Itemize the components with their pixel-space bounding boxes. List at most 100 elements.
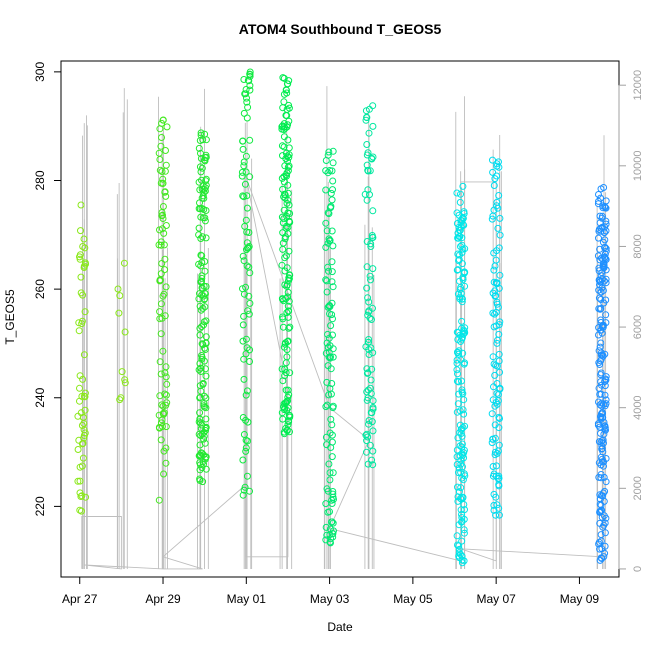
data-point bbox=[459, 182, 467, 190]
data-point bbox=[196, 409, 204, 417]
data-point bbox=[162, 444, 170, 452]
data-point bbox=[600, 264, 608, 272]
data-point bbox=[365, 420, 373, 428]
data-point bbox=[243, 472, 251, 480]
data-point bbox=[455, 390, 463, 398]
data-point bbox=[239, 456, 247, 464]
data-point bbox=[281, 162, 289, 170]
data-point bbox=[455, 378, 462, 386]
data-point bbox=[490, 266, 498, 274]
data-point bbox=[156, 226, 163, 234]
data-point bbox=[195, 178, 203, 186]
data-point bbox=[246, 299, 254, 307]
data-point bbox=[328, 258, 336, 266]
data-point bbox=[488, 410, 496, 418]
data-point bbox=[457, 223, 465, 231]
data-point bbox=[459, 493, 467, 501]
data-point bbox=[242, 90, 250, 98]
data-point bbox=[495, 357, 503, 365]
data-point bbox=[81, 393, 89, 401]
data-point bbox=[366, 272, 374, 280]
data-point bbox=[363, 365, 371, 373]
data-point bbox=[461, 506, 468, 514]
data-point bbox=[493, 162, 501, 170]
data-point bbox=[197, 262, 205, 270]
data-point bbox=[367, 276, 374, 284]
data-point bbox=[240, 76, 248, 83]
data-point bbox=[242, 152, 250, 160]
data-point bbox=[325, 353, 333, 361]
data-point bbox=[243, 262, 251, 270]
data-point bbox=[455, 545, 463, 553]
data-point bbox=[600, 418, 608, 426]
data-point bbox=[365, 129, 373, 137]
data-point bbox=[282, 369, 290, 377]
data-point bbox=[200, 185, 208, 193]
data-point bbox=[243, 192, 251, 200]
data-point bbox=[115, 309, 123, 317]
y2-tick-label: 10000 bbox=[632, 151, 644, 182]
data-point bbox=[453, 366, 461, 374]
data-point bbox=[329, 353, 337, 361]
data-point bbox=[242, 283, 250, 291]
data-point bbox=[369, 461, 377, 469]
data-point bbox=[328, 311, 336, 319]
data-point bbox=[454, 290, 462, 298]
data-point bbox=[202, 415, 210, 423]
data-point bbox=[601, 519, 609, 527]
data-point bbox=[76, 255, 84, 263]
data-point bbox=[496, 415, 503, 422]
data-point bbox=[196, 459, 204, 467]
data-point bbox=[201, 303, 209, 311]
data-point bbox=[454, 370, 461, 378]
data-point bbox=[76, 384, 83, 392]
data-point bbox=[329, 159, 337, 167]
data-point bbox=[202, 372, 210, 380]
data-point bbox=[198, 284, 206, 292]
data-point bbox=[493, 389, 501, 397]
data-point bbox=[285, 144, 293, 152]
data-point bbox=[329, 488, 337, 495]
data-point bbox=[602, 455, 610, 462]
data-point bbox=[595, 331, 602, 339]
data-point bbox=[456, 442, 464, 450]
data-point bbox=[597, 438, 605, 446]
data-point bbox=[283, 353, 291, 361]
data-point bbox=[242, 391, 250, 399]
data-point bbox=[201, 403, 208, 411]
data-point bbox=[368, 409, 376, 417]
data-point bbox=[80, 264, 88, 271]
data-point bbox=[240, 193, 248, 201]
data-point bbox=[196, 163, 204, 171]
data-point bbox=[600, 262, 608, 270]
data-point bbox=[329, 519, 337, 527]
data-point bbox=[198, 205, 206, 212]
data-point bbox=[238, 172, 246, 180]
data-point bbox=[458, 241, 466, 249]
data-point bbox=[369, 427, 377, 435]
data-point bbox=[367, 376, 375, 384]
data-point bbox=[597, 537, 605, 545]
data-point bbox=[199, 136, 207, 144]
data-point bbox=[284, 181, 292, 189]
data-point bbox=[159, 175, 167, 183]
data-point bbox=[160, 229, 168, 237]
data-point bbox=[455, 233, 463, 240]
data-point bbox=[242, 436, 250, 444]
data-point bbox=[597, 474, 605, 482]
data-point bbox=[325, 391, 333, 399]
data-point bbox=[493, 247, 501, 255]
data-point bbox=[239, 321, 247, 329]
data-point bbox=[162, 391, 170, 399]
data-point bbox=[80, 392, 88, 400]
data-point bbox=[281, 190, 288, 198]
data-point bbox=[78, 462, 86, 470]
data-point bbox=[596, 423, 604, 431]
data-point bbox=[457, 216, 465, 224]
data-point bbox=[162, 459, 170, 467]
data-point bbox=[162, 222, 170, 229]
data-point bbox=[323, 339, 331, 347]
data-point bbox=[325, 210, 333, 218]
data-point bbox=[325, 148, 333, 156]
data-point bbox=[114, 285, 122, 293]
